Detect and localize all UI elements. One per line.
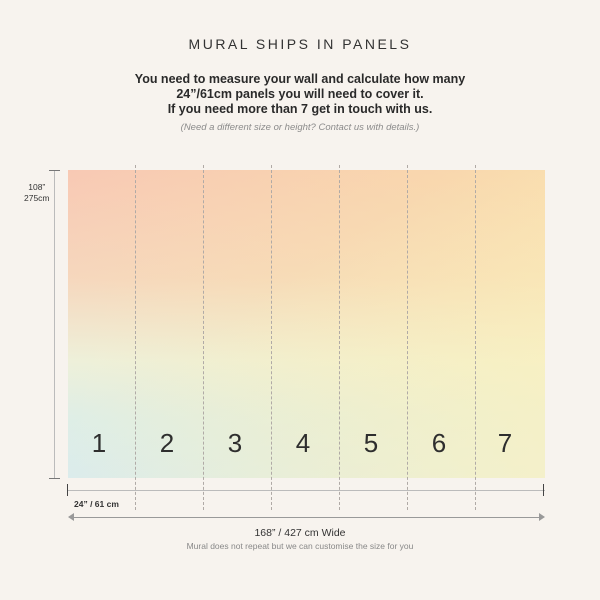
panel-number-3: 3 — [227, 428, 243, 458]
width-dimension-line — [68, 490, 545, 491]
arrow-right-icon — [539, 513, 545, 521]
instruction-note: (Need a different size or height? Contac… — [180, 122, 420, 133]
height-cm: 275cm — [24, 193, 50, 203]
total-width-label: 168” / 427 cm Wide — [254, 527, 346, 539]
panel-divider — [407, 165, 408, 510]
instructions: You need to measure your wall and calcul… — [0, 72, 600, 133]
width-cap-left — [67, 484, 68, 496]
panel-number-5: 5 — [363, 428, 379, 458]
panel-number-2: 2 — [159, 428, 175, 458]
height-inches: 108” — [28, 182, 46, 192]
instruction-line-1: You need to measure your wall and calcul… — [134, 72, 466, 86]
instruction-line-3: If you need more than 7 get in touch wit… — [167, 102, 433, 116]
instruction-line-2: 24”/61cm panels you will need to cover i… — [176, 87, 424, 101]
panel-number-1: 1 — [91, 428, 107, 458]
panel-width-label: 24” / 61 cm — [74, 499, 119, 509]
panel-divider — [271, 165, 272, 510]
mural-preview — [68, 170, 545, 478]
panel-number-6: 6 — [431, 428, 447, 458]
panel-divider — [339, 165, 340, 510]
panel-divider — [135, 165, 136, 510]
height-label: 108” 275cm — [24, 182, 50, 204]
panel-divider — [203, 165, 204, 510]
arrow-left-icon — [68, 513, 74, 521]
page-title: MURAL SHIPS IN PANELS — [188, 36, 412, 52]
height-cap-top — [49, 170, 60, 171]
height-cap-bottom — [49, 478, 60, 479]
repeat-note: Mural does not repeat but we can customi… — [186, 541, 414, 551]
panel-number-7: 7 — [497, 428, 513, 458]
panel-divider — [475, 165, 476, 510]
height-dimension-line — [54, 170, 55, 478]
total-width-arrow — [70, 517, 541, 518]
panel-number-4: 4 — [295, 428, 311, 458]
width-cap-right — [543, 484, 544, 496]
